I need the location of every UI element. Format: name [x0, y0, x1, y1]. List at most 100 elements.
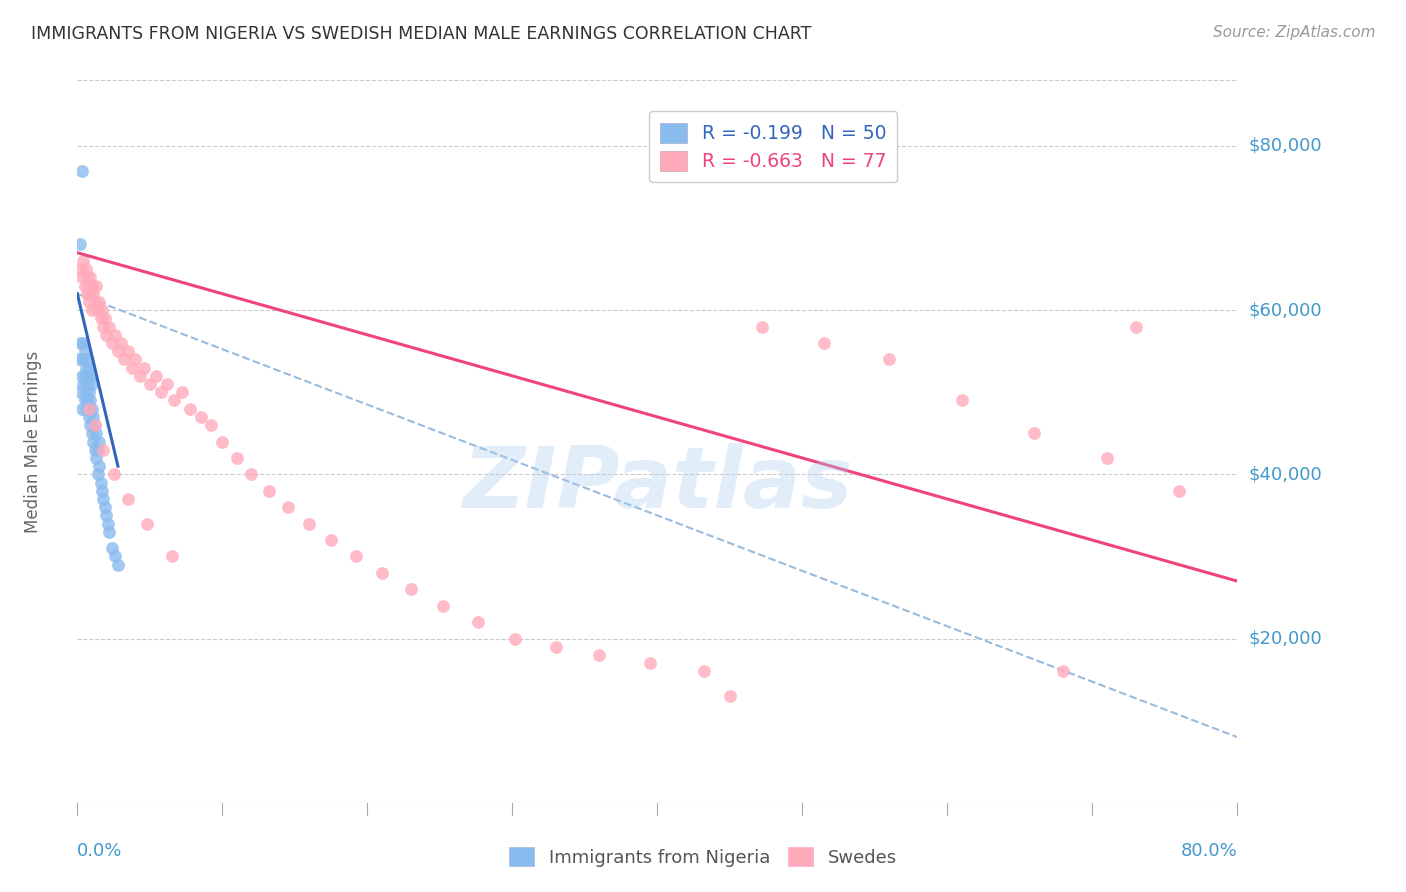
- Point: [257, 483, 280, 498]
- Point: [139, 377, 162, 392]
- Point: [86, 303, 108, 318]
- Point: [104, 549, 127, 564]
- Legend: R = -0.199   N = 50, R = -0.663   N = 77: R = -0.199 N = 50, R = -0.663 N = 77: [650, 112, 897, 182]
- Point: [96, 508, 118, 523]
- Point: [80, 401, 103, 416]
- Point: [90, 475, 111, 490]
- Point: [693, 665, 716, 679]
- Point: [82, 409, 104, 424]
- Point: [112, 352, 135, 367]
- Point: [83, 295, 105, 310]
- Point: [96, 327, 118, 342]
- Point: [73, 368, 96, 383]
- Point: [170, 385, 193, 400]
- Point: [277, 500, 299, 515]
- Point: [86, 442, 108, 457]
- Point: [225, 450, 247, 465]
- Point: [73, 393, 96, 408]
- Point: [87, 295, 110, 310]
- Point: [73, 344, 96, 359]
- Point: [877, 352, 901, 367]
- Point: [75, 262, 97, 277]
- Point: [72, 352, 94, 367]
- Point: [110, 336, 132, 351]
- Point: [79, 270, 101, 285]
- Point: [84, 450, 107, 465]
- Point: [80, 303, 103, 318]
- Point: [77, 409, 100, 424]
- Point: [950, 393, 973, 408]
- Point: [70, 270, 93, 285]
- Point: [76, 393, 98, 408]
- Point: [1095, 450, 1118, 465]
- Text: Median Male Earnings: Median Male Earnings: [24, 351, 42, 533]
- Point: [75, 360, 97, 375]
- Point: [77, 278, 100, 293]
- Text: 0.0%: 0.0%: [77, 842, 122, 860]
- Point: [76, 286, 98, 301]
- Point: [117, 491, 139, 506]
- Point: [79, 418, 101, 433]
- Point: [77, 401, 100, 416]
- Point: [240, 467, 263, 482]
- Text: $80,000: $80,000: [1249, 137, 1322, 155]
- Point: [77, 360, 100, 375]
- Point: [83, 418, 105, 433]
- Point: [1024, 426, 1046, 441]
- Point: [121, 360, 143, 375]
- Text: 80.0%: 80.0%: [1181, 842, 1237, 860]
- Point: [101, 541, 124, 556]
- Point: [84, 426, 107, 441]
- Point: [1125, 319, 1147, 334]
- Point: [179, 401, 201, 416]
- Point: [117, 344, 139, 359]
- Point: [97, 516, 120, 531]
- Point: [79, 393, 101, 408]
- Point: [432, 599, 454, 613]
- Point: [69, 385, 91, 400]
- Point: [101, 336, 124, 351]
- Point: [72, 253, 94, 268]
- Point: [94, 311, 117, 326]
- Point: [298, 516, 321, 531]
- Point: [98, 524, 121, 539]
- Point: [344, 549, 367, 564]
- Point: [93, 442, 115, 457]
- Text: ZIPatlas: ZIPatlas: [463, 443, 852, 526]
- Point: [75, 385, 97, 400]
- Point: [163, 393, 186, 408]
- Point: [638, 657, 661, 671]
- Point: [82, 286, 104, 301]
- Point: [107, 558, 129, 572]
- Point: [813, 336, 835, 351]
- Point: [72, 336, 94, 351]
- Text: $20,000: $20,000: [1249, 630, 1322, 648]
- Point: [93, 319, 115, 334]
- Point: [544, 640, 567, 654]
- Point: [145, 368, 167, 383]
- Point: [371, 566, 394, 580]
- Point: [91, 483, 114, 498]
- Point: [82, 434, 104, 449]
- Point: [200, 418, 222, 433]
- Point: [150, 385, 173, 400]
- Point: [87, 434, 110, 449]
- Point: [76, 352, 98, 367]
- Point: [751, 319, 773, 334]
- Point: [77, 295, 100, 310]
- Point: [80, 278, 103, 293]
- Legend: Immigrants from Nigeria, Swedes: Immigrants from Nigeria, Swedes: [502, 840, 904, 874]
- Point: [190, 409, 212, 424]
- Point: [70, 163, 93, 178]
- Point: [86, 467, 108, 482]
- Point: [76, 377, 98, 392]
- Point: [124, 352, 146, 367]
- Text: $40,000: $40,000: [1249, 466, 1322, 483]
- Point: [87, 459, 110, 474]
- Point: [72, 377, 94, 392]
- Text: $60,000: $60,000: [1249, 301, 1322, 319]
- Point: [75, 401, 97, 416]
- Text: Source: ZipAtlas.com: Source: ZipAtlas.com: [1212, 25, 1375, 40]
- Point: [70, 368, 93, 383]
- Point: [69, 336, 91, 351]
